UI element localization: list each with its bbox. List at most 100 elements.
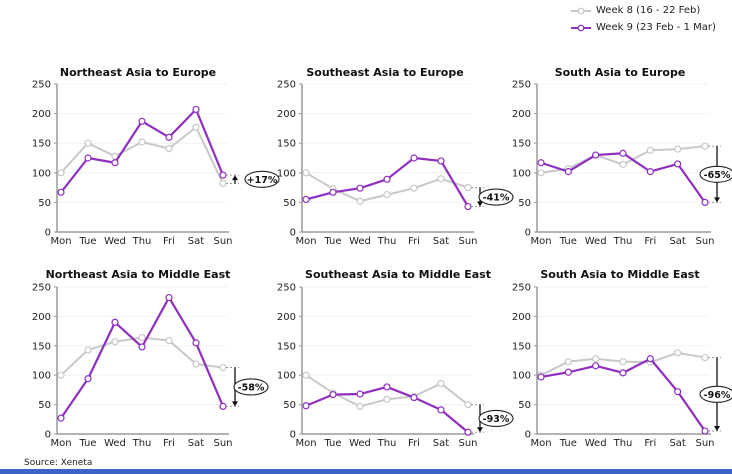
data-point-week9 — [302, 195, 310, 204]
data-point-week8 — [437, 379, 445, 388]
x-tick-label: Fri — [644, 236, 656, 247]
x-tick-label: Wed — [585, 236, 607, 247]
data-point-week9 — [464, 202, 472, 211]
y-tick-label: 200 — [277, 109, 296, 120]
y-tick-label: 200 — [32, 312, 51, 323]
data-point-week9 — [592, 151, 600, 159]
x-tick-label: Sun — [458, 438, 477, 449]
data-point-week9 — [437, 406, 445, 414]
x-tick-label: Sun — [213, 236, 232, 247]
legend-label-week8: Week 8 (16 - 22 Feb) — [596, 5, 701, 16]
x-tick-label: Tue — [559, 236, 577, 247]
y-tick-label: 0 — [290, 430, 296, 441]
data-point-week9 — [383, 175, 391, 183]
x-tick-label: Sat — [188, 438, 204, 449]
data-point-week8 — [674, 349, 682, 357]
data-point-week9 — [84, 154, 92, 162]
chart-title: South Asia to Middle East — [540, 268, 699, 281]
data-point-week8 — [646, 146, 654, 154]
data-point-week9 — [84, 375, 92, 383]
chart-panel: Southeast Asia to Middle East 0 50 100 150 20… — [277, 268, 514, 449]
x-tick-label: Fri — [408, 236, 420, 247]
chart-title: Northeast Asia to Europe — [60, 66, 216, 79]
source-note: Source: Xeneta — [24, 458, 93, 468]
data-point-week9 — [646, 355, 654, 363]
y-tick-label: 100 — [32, 168, 51, 179]
arrow-down-icon — [714, 197, 720, 203]
legend-label-week9: Week 9 (23 Feb - 1 Mar) — [596, 22, 716, 33]
x-tick-label: Wed — [585, 438, 607, 449]
x-tick-label: Tue — [559, 438, 577, 449]
data-point-week9 — [356, 184, 364, 192]
arrow-down-icon — [477, 201, 483, 207]
data-point-week9 — [165, 293, 173, 302]
change-badge-label: -41% — [483, 193, 510, 204]
data-point-week9 — [165, 133, 173, 141]
data-point-week8 — [192, 360, 200, 368]
x-tick-label: Thu — [613, 236, 633, 247]
x-tick-label: Fri — [644, 438, 656, 449]
legend-item-week8: Week 8 (16 - 22 Feb) — [571, 2, 716, 19]
data-point-week9 — [329, 188, 337, 196]
change-badge-label: -65% — [704, 170, 731, 181]
data-point-week8 — [464, 401, 472, 409]
chart-panel: Southeast Asia to Europe 0 50 100 150 200 250 M… — [277, 66, 514, 247]
change-badge — [699, 385, 732, 403]
y-tick-label: 50 — [518, 400, 531, 411]
x-tick-label: Tue — [78, 438, 96, 449]
x-tick-label: Mon — [50, 438, 71, 449]
y-tick-label: 100 — [512, 168, 531, 179]
data-point-week8 — [57, 371, 65, 379]
data-point-week8 — [219, 363, 227, 372]
data-point-week9 — [701, 198, 709, 206]
data-point-week8 — [84, 139, 92, 147]
data-point-week8 — [564, 358, 572, 366]
data-point-week9 — [138, 343, 146, 351]
data-point-week8 — [383, 395, 391, 403]
data-point-week8 — [302, 371, 310, 379]
x-tick-label: Thu — [377, 236, 397, 247]
data-point-week8 — [192, 123, 200, 131]
series-line-week8 — [60, 126, 224, 184]
y-tick-label: 150 — [32, 139, 51, 150]
data-point-week9 — [192, 339, 200, 347]
x-tick-label: Tue — [323, 438, 341, 449]
x-tick-label: Fri — [408, 438, 420, 449]
x-tick-label: Thu — [132, 438, 152, 449]
data-point-week8 — [138, 138, 146, 146]
x-tick-label: Sat — [433, 438, 449, 449]
y-tick-label: 150 — [277, 341, 296, 352]
y-tick-label: 250 — [512, 283, 531, 294]
change-badge-label: -58% — [238, 382, 265, 393]
data-point-week9 — [57, 414, 65, 422]
y-tick-label: 150 — [512, 341, 531, 352]
data-point-week9 — [383, 383, 391, 391]
y-tick-label: 50 — [283, 198, 296, 209]
bottom-bar — [0, 469, 732, 474]
data-point-week9 — [138, 117, 146, 125]
y-tick-label: 150 — [512, 139, 531, 150]
change-badge — [478, 188, 514, 206]
y-tick-label: 250 — [277, 80, 296, 91]
chart-title: South Asia to Europe — [555, 66, 686, 79]
x-tick-label: Sat — [188, 236, 204, 247]
data-point-week9 — [464, 428, 472, 436]
x-tick-label: Wed — [349, 236, 371, 247]
x-tick-label: Mon — [295, 438, 316, 449]
y-tick-label: 100 — [512, 371, 531, 382]
change-badge — [478, 409, 514, 427]
y-tick-label: 0 — [45, 430, 51, 441]
data-point-week9 — [537, 159, 545, 167]
data-point-week9 — [674, 160, 682, 168]
series-line-week9 — [540, 152, 706, 204]
data-point-week9 — [701, 427, 709, 435]
legend-marker-week9-icon — [571, 24, 591, 31]
data-point-week9 — [537, 373, 545, 381]
data-point-week8 — [165, 144, 173, 153]
arrow-down-icon — [232, 401, 238, 407]
y-tick-label: 50 — [518, 198, 531, 209]
chart-panel: South Asia to Europe 0 50 100 150 200 250 Mon Tu… — [512, 66, 732, 247]
data-point-week8 — [356, 402, 364, 410]
chart-panel: Northeast Asia to Europe 0 50 100 150 200 250 M… — [32, 66, 280, 247]
